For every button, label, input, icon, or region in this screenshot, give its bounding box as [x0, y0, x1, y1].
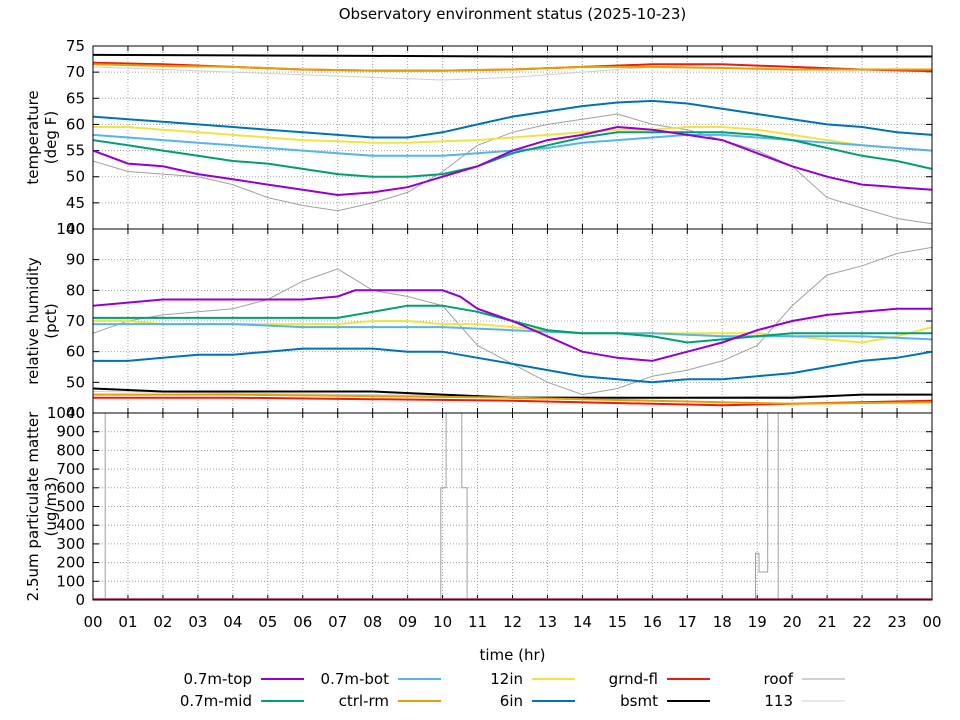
x-tick-label: 07: [328, 613, 347, 631]
y-tick-label-temperature: 60: [66, 115, 85, 133]
series-line-humidity-0.7m-top: [93, 289, 932, 362]
y-tick-label-particulate: 900: [56, 423, 85, 441]
x-tick-label: 23: [887, 613, 906, 631]
legend-label-6in: 6in: [500, 692, 523, 710]
legend-label-12in: 12in: [490, 670, 523, 688]
x-tick-label: 00: [83, 613, 102, 631]
y-tick-label-humidity: 50: [66, 373, 85, 391]
x-axis-label: time (hr): [479, 646, 545, 664]
y-tick-label-temperature: 65: [66, 89, 85, 107]
series-line-humidity-0.7m-bot: [93, 323, 932, 341]
x-tick-label: 05: [258, 613, 277, 631]
chart-title: Observatory environment status (2025-10-…: [339, 5, 687, 23]
x-tick-label: 00: [922, 613, 941, 631]
y-tick-label-particulate: 400: [56, 516, 85, 534]
x-tick-label: 12: [503, 613, 522, 631]
legend-label-ctrl-rm: ctrl-rm: [339, 692, 389, 710]
x-tick-label: 21: [818, 613, 837, 631]
series-line-temperature-12in: [93, 126, 932, 152]
x-tick-label: 15: [608, 613, 627, 631]
legend-label-0.7m-top: 0.7m-top: [184, 670, 252, 688]
y-tick-label-temperature: 70: [66, 63, 85, 81]
y-tick-label-particulate: 100: [56, 572, 85, 590]
y-tick-label-particulate: 600: [56, 479, 85, 497]
legend-label-0.7m-mid: 0.7m-mid: [180, 692, 252, 710]
y-tick-label-particulate: 200: [56, 554, 85, 572]
x-tick-label: 03: [188, 613, 207, 631]
y-tick-label-humidity: 90: [66, 251, 85, 269]
x-tick-label: 18: [713, 613, 732, 631]
y-tick-label-humidity: 80: [66, 281, 85, 299]
x-tick-label: 14: [573, 613, 592, 631]
y-axis-label-particulate: 2.5um particulate matter: [24, 411, 42, 601]
x-tick-label: 13: [538, 613, 557, 631]
panel-frame-particulate: [92, 412, 933, 601]
y-tick-label-temperature: 45: [66, 194, 85, 212]
y-tick-label-particulate: 800: [56, 441, 85, 459]
y-axis-label-humidity: (pct): [42, 303, 60, 338]
x-tick-label: 01: [118, 613, 137, 631]
y-tick-label-humidity: 100: [56, 220, 85, 238]
series-line-temperature-0.7m-mid: [93, 131, 932, 178]
x-tick-label: 22: [853, 613, 872, 631]
legend-label-bsmt: bsmt: [620, 692, 658, 710]
y-tick-label-particulate: 500: [56, 498, 85, 516]
series-line-humidity-ctrl-rm: [93, 393, 932, 405]
y-tick-label-particulate: 1000: [47, 404, 85, 422]
legend-label-0.7m-bot: 0.7m-bot: [321, 670, 390, 688]
series-line-temperature-6in: [93, 99, 932, 139]
x-tick-label: 16: [643, 613, 662, 631]
x-tick-label: 19: [748, 613, 767, 631]
y-tick-label-temperature: 50: [66, 168, 85, 186]
x-tick-label: 20: [783, 613, 802, 631]
y-tick-label-temperature: 55: [66, 142, 85, 160]
y-tick-label-humidity: 60: [66, 343, 85, 361]
y-tick-label-particulate: 300: [56, 535, 85, 553]
series-line-particulate-roof: [93, 413, 932, 600]
y-axis-label-temperature: temperature: [24, 90, 42, 184]
y-axis-label-particulate: (ug/m3): [42, 477, 60, 537]
series-line-temperature-bsmt: [93, 53, 932, 58]
series-line-humidity-0.7m-mid: [93, 304, 932, 344]
series-line-humidity-6in: [93, 347, 932, 384]
y-axis-label-humidity: relative humidity: [24, 257, 42, 385]
x-tick-label: 17: [678, 613, 697, 631]
x-tick-label: 11: [468, 613, 487, 631]
x-tick-label: 04: [223, 613, 242, 631]
series-line-temperature-ctrl-rm: [93, 63, 932, 72]
x-tick-label: 09: [398, 613, 417, 631]
x-tick-label: 10: [433, 613, 452, 631]
y-tick-label-particulate: 0: [75, 591, 85, 609]
y-axis-label-temperature: (deg F): [42, 111, 60, 164]
x-tick-label: 06: [293, 613, 312, 631]
legend-label-grnd-fl: grnd-fl: [609, 670, 658, 688]
y-tick-label-temperature: 75: [66, 37, 85, 55]
y-tick-label-humidity: 70: [66, 312, 85, 330]
y-tick-label-particulate: 700: [56, 460, 85, 478]
legend-label-roof: roof: [764, 670, 794, 688]
series-line-humidity-113: [93, 391, 932, 399]
y-tick-label-humidity: 40: [66, 404, 85, 422]
x-tick-label: 08: [363, 613, 382, 631]
y-tick-label-temperature: 40: [66, 220, 85, 238]
legend-label-113: 113: [764, 692, 793, 710]
series-line-temperature-0.7m-top: [93, 125, 932, 197]
x-tick-label: 02: [153, 613, 172, 631]
